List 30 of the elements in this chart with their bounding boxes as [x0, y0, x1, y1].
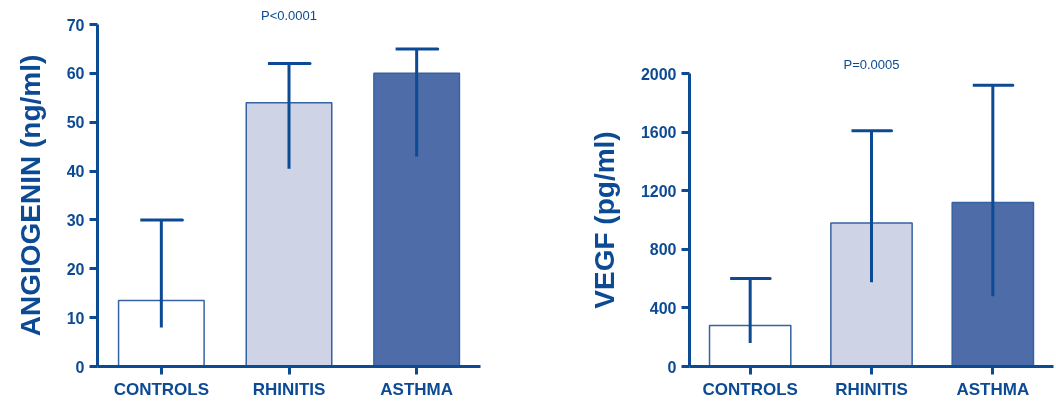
text: P<0.0001: [260, 7, 318, 23]
y-axis-title: VEGF (pg/ml): [588, 131, 620, 309]
x-tick-label: RHINITIS: [252, 379, 326, 399]
y-tick-label: 400: [649, 299, 677, 317]
x-tick-label: CONTROLS: [702, 379, 798, 399]
x-tick-label: RHINITIS: [835, 379, 908, 399]
y-tick-label: 0: [667, 358, 677, 376]
x-tick-label: ASTHMA: [380, 379, 454, 399]
y-tick-label: 0: [75, 358, 85, 376]
y-tick-label: 1200: [640, 182, 677, 200]
x-tick-label: CONTROLS: [113, 379, 210, 399]
y-tick-label: 30: [66, 211, 85, 229]
x-tick-label: ASTHMA: [956, 379, 1030, 399]
y-tick-label: 50: [66, 114, 85, 132]
y-tick-label: 2000: [640, 65, 677, 83]
bar: [830, 222, 913, 367]
y-tick-label: 1600: [640, 124, 677, 142]
text: P=0.0005: [843, 56, 900, 72]
y-tick-label: 60: [66, 65, 85, 83]
bar: [951, 201, 1035, 367]
y-axis-title: ANGIOGENIN (ng/ml): [14, 54, 46, 337]
bar: [245, 101, 333, 367]
bar: [373, 72, 461, 367]
y-tick-label: 70: [66, 16, 85, 34]
bar: [117, 299, 205, 367]
y-tick-label: 20: [66, 260, 85, 278]
bar: [708, 324, 792, 367]
y-tick-label: 800: [649, 241, 677, 259]
y-tick-label: 40: [66, 163, 85, 181]
y-tick-label: 10: [66, 309, 85, 327]
